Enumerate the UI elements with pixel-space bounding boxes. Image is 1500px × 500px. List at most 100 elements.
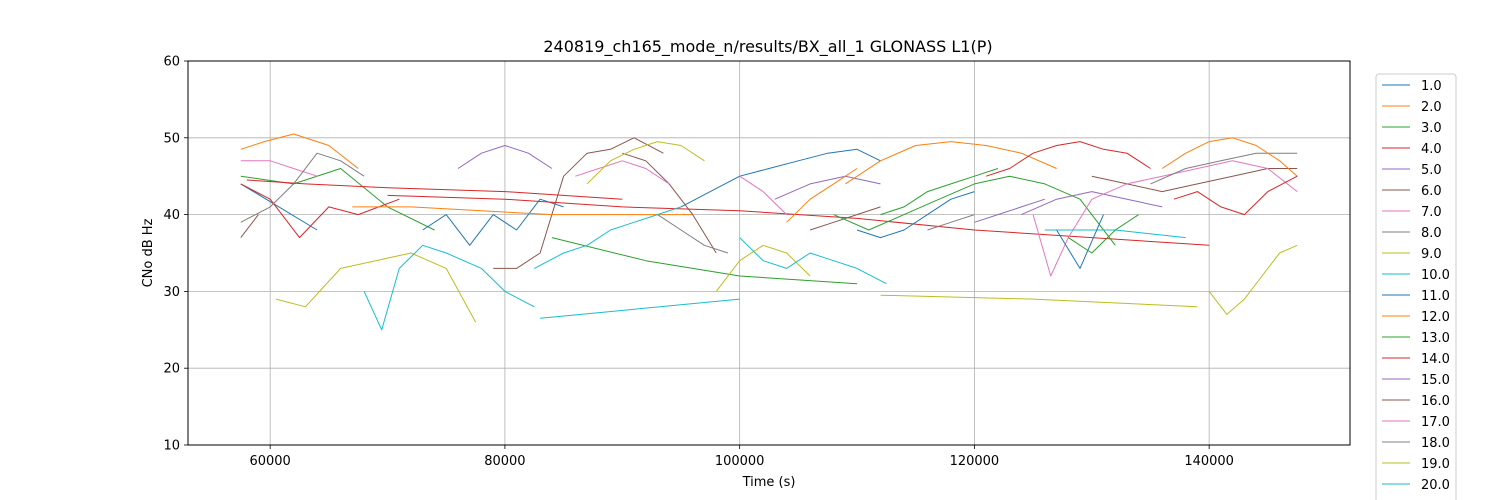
series-line (1208, 244, 1298, 315)
series-39.0 (880, 244, 1298, 315)
x-tick-label: 100000 (715, 454, 765, 469)
legend-item: 1.0 (1382, 79, 1442, 94)
series-line (534, 206, 682, 269)
legend-item: 9.0 (1382, 247, 1442, 262)
legend-label: 7.0 (1421, 205, 1442, 220)
series-41.0 (1056, 214, 1104, 269)
legend-label: 5.0 (1421, 163, 1442, 178)
legend-label: 16.0 (1421, 394, 1450, 409)
series-line (457, 145, 553, 169)
series-15.0 (774, 175, 881, 200)
series-38.0 (1150, 152, 1298, 185)
series-line (240, 214, 259, 238)
legend-item: 10.0 (1382, 268, 1450, 283)
legend-item: 8.0 (1382, 226, 1442, 241)
series-line (680, 148, 881, 208)
legend-label: 17.0 (1421, 415, 1450, 430)
series-11.0 (422, 198, 564, 246)
series-line (774, 175, 881, 200)
series-line (240, 183, 400, 239)
series-5.0 (457, 145, 553, 169)
legend: 1.0 2.0 3.0 4.0 5.0 6.0 7.0 8.0 9.0 10.0 11.0 12.0 1… (1375, 73, 1457, 500)
series-10.0 (363, 244, 740, 331)
legend-item: 6.0 (1382, 184, 1442, 199)
legend-item: 2.0 (1382, 100, 1442, 115)
series-22.0 (786, 168, 858, 223)
legend-item: 14.0 (1382, 352, 1450, 367)
series-line (856, 191, 975, 239)
legend-item: 3.0 (1382, 121, 1442, 136)
series-line (363, 244, 535, 331)
series-3.0 (240, 168, 435, 231)
legend-label: 20.0 (1421, 478, 1450, 493)
y-tick-label: 10 (163, 439, 180, 454)
legend-label: 10.0 (1421, 268, 1450, 283)
series-12.0 (352, 206, 693, 216)
series-line (1161, 137, 1298, 177)
x-tick-label: 60000 (249, 454, 290, 469)
legend-label: 2.0 (1421, 100, 1442, 115)
series-1.0 (240, 183, 318, 231)
series-line (240, 183, 318, 231)
series-line (809, 206, 881, 231)
x-tick-label: 120000 (950, 454, 1000, 469)
series-line (352, 206, 693, 216)
series-line (786, 168, 858, 223)
series-group (240, 133, 1298, 331)
series-line (540, 298, 740, 319)
series-line (927, 214, 975, 231)
series-31.0 (856, 191, 975, 239)
legend-label: 8.0 (1421, 226, 1442, 241)
series-28.0 (927, 214, 975, 231)
series-8.0 (240, 152, 365, 223)
y-tick-label: 30 (163, 285, 180, 300)
legend-item: 11.0 (1382, 289, 1450, 304)
series-line (240, 168, 435, 231)
series-line (1056, 214, 1104, 269)
series-line (739, 237, 887, 285)
series-37.0 (1032, 160, 1298, 277)
x-tick-label: 140000 (1184, 454, 1234, 469)
series-line (240, 160, 318, 177)
y-tick-label: 60 (163, 55, 180, 70)
legend-label: 4.0 (1421, 142, 1442, 157)
series-17.0 (575, 160, 670, 185)
ticks: 60000 80000 100000 120000 140000 10 20 30 40 50 60 (163, 55, 1234, 470)
series-line (880, 168, 999, 216)
series-line (833, 175, 1116, 246)
series-29.0 (715, 244, 811, 292)
legend-item: 4.0 (1382, 142, 1442, 157)
series-line (657, 214, 729, 254)
legend-item: 20.0 (1382, 478, 1450, 493)
series-26.0 (809, 206, 881, 231)
series-18.0 (657, 214, 729, 254)
legend-label: 18.0 (1421, 436, 1450, 451)
legend-item: 5.0 (1382, 163, 1442, 178)
series-44.0 (1173, 175, 1298, 216)
series-19.0 (586, 141, 705, 185)
series-14.0 (387, 194, 1210, 246)
y-tick-label: 20 (163, 362, 180, 377)
series-line (1032, 160, 1298, 277)
legend-label: 14.0 (1421, 352, 1450, 367)
series-line (246, 179, 623, 200)
series-7.0 (240, 160, 318, 177)
series-line (275, 252, 477, 323)
series-6.0 (240, 137, 664, 269)
series-line (845, 141, 1057, 185)
legend-label: 19.0 (1421, 457, 1450, 472)
series-line (387, 194, 1210, 246)
series-line (240, 133, 359, 169)
series-line (575, 160, 670, 185)
series-line (1173, 175, 1298, 216)
x-axis-label: Time (s) (742, 475, 796, 490)
series-line (1150, 152, 1298, 185)
y-tick-label: 50 (163, 131, 180, 146)
legend-item: 15.0 (1382, 373, 1450, 388)
legend-item: 13.0 (1382, 331, 1450, 346)
series-line (715, 244, 811, 292)
legend-item: 18.0 (1382, 436, 1450, 451)
series-21.0 (680, 148, 881, 208)
legend-item: 17.0 (1382, 415, 1450, 430)
